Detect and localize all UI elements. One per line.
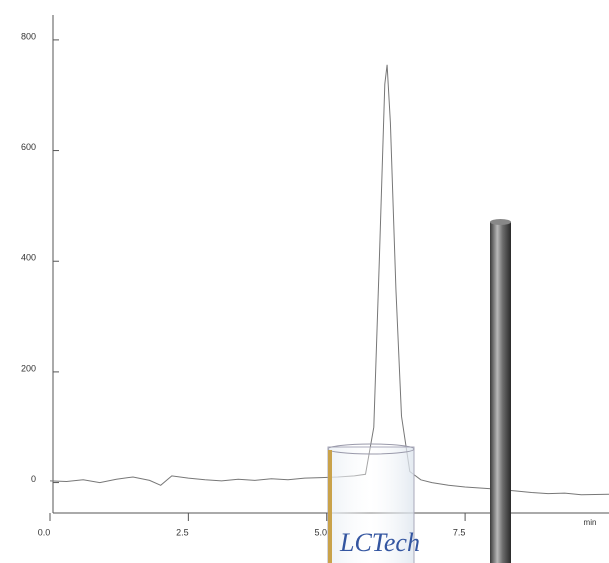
- y-tick-label: 0: [31, 474, 36, 484]
- x-tick-label: 5.0: [314, 527, 327, 537]
- x-tick-label: 7.5: [453, 527, 466, 537]
- signal-line: [49, 64, 609, 496]
- y-tick-label: 800: [21, 31, 36, 41]
- glass-cylinder: LCTech: [327, 443, 420, 563]
- y-tick-label: 200: [21, 363, 36, 373]
- watermark: LCTech: [339, 528, 420, 557]
- x-tick-label: 0.0: [38, 527, 51, 537]
- x-unit-label: min: [584, 518, 597, 527]
- metal-rod: [490, 219, 511, 563]
- y-tick-label: 400: [21, 253, 36, 263]
- y-tick-label: 600: [21, 142, 36, 152]
- x-tick-label: 2.5: [176, 527, 189, 537]
